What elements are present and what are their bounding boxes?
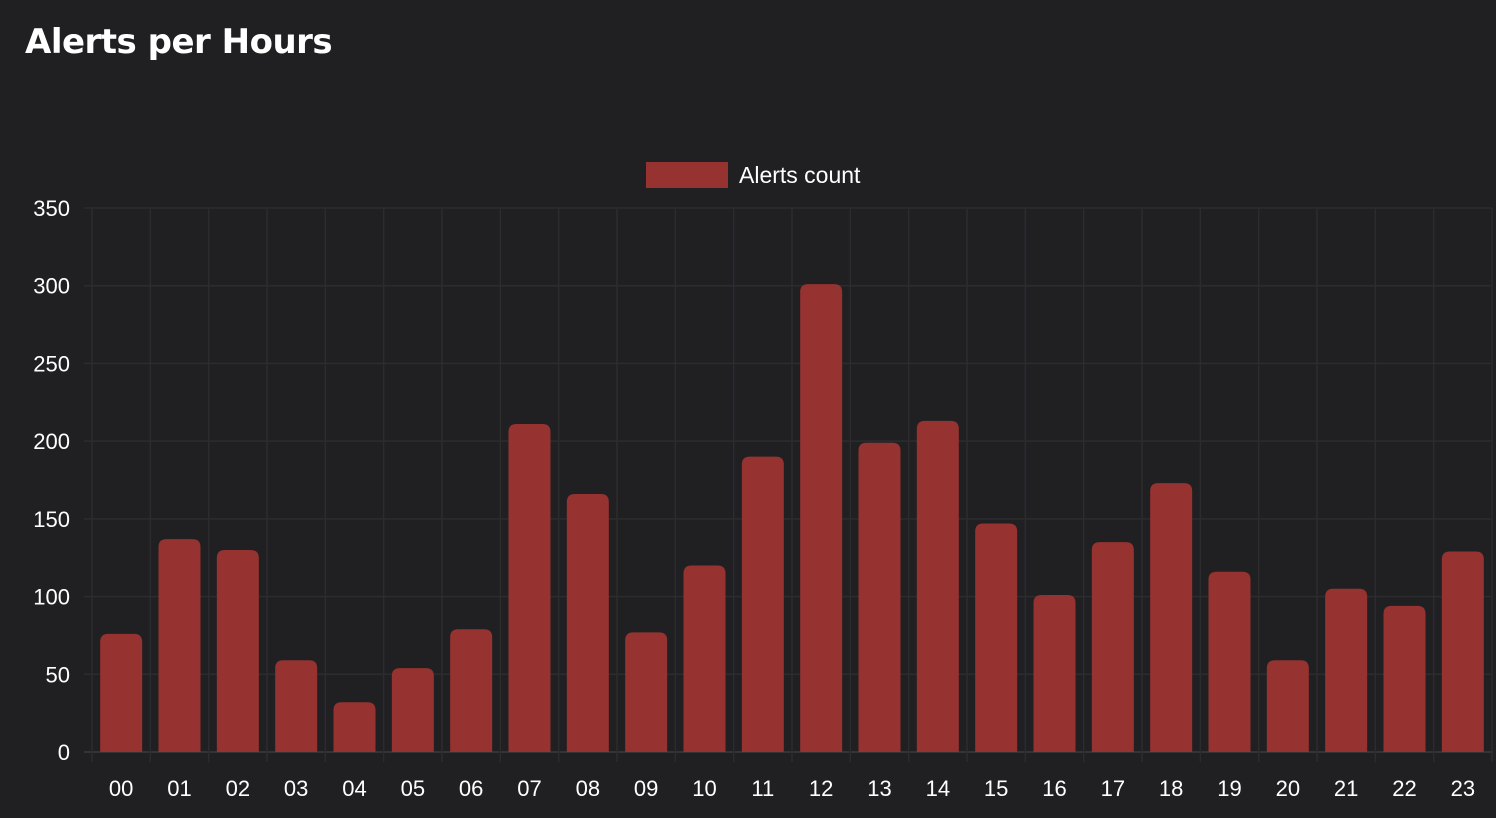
panel-title: Alerts per Hours	[25, 22, 333, 62]
y-tick-label: 150	[33, 507, 70, 532]
x-tick-label: 11	[751, 776, 774, 801]
x-tick-label: 19	[1217, 776, 1241, 801]
x-tick-label: 05	[401, 776, 425, 801]
x-tick-label: 07	[517, 776, 541, 801]
x-tick-label: 18	[1159, 776, 1183, 801]
x-tick-label: 20	[1276, 776, 1300, 801]
bar-hour-22[interactable]	[1383, 605, 1426, 752]
x-tick-label: 13	[867, 776, 891, 801]
bar-hour-04[interactable]	[333, 702, 376, 752]
y-tick-label: 200	[33, 429, 70, 454]
x-tick-label: 09	[634, 776, 658, 801]
bar-hour-21[interactable]	[1325, 588, 1368, 752]
y-tick-label: 350	[33, 196, 70, 221]
y-tick-label: 250	[33, 351, 70, 376]
x-tick-label: 17	[1101, 776, 1125, 801]
x-tick-label: 03	[284, 776, 308, 801]
bar-hour-09[interactable]	[625, 632, 668, 752]
x-tick-label: 08	[576, 776, 600, 801]
bar-hour-02[interactable]	[216, 549, 259, 752]
x-tick-label: 02	[226, 776, 250, 801]
x-tick-label: 22	[1392, 776, 1416, 801]
x-tick-label: 00	[109, 776, 133, 801]
x-tick-label: 06	[459, 776, 483, 801]
x-tick-label: 23	[1451, 776, 1475, 801]
bar-hour-08[interactable]	[566, 493, 609, 752]
y-tick-label: 0	[58, 740, 70, 765]
bar-hour-12[interactable]	[800, 284, 843, 752]
x-tick-label: 14	[926, 776, 950, 801]
bar-hour-23[interactable]	[1441, 551, 1484, 752]
y-tick-label: 50	[46, 662, 70, 687]
bar-hour-20[interactable]	[1266, 660, 1309, 752]
bar-hour-03[interactable]	[275, 660, 318, 752]
bar-hour-15[interactable]	[975, 523, 1018, 752]
bar-hour-01[interactable]	[158, 539, 201, 752]
legend-label-alerts-count[interactable]: Alerts count	[739, 162, 861, 188]
legend-swatch-alerts-count[interactable]	[646, 162, 728, 188]
y-tick-label: 100	[33, 585, 70, 610]
bars	[100, 284, 1484, 752]
bar-hour-13[interactable]	[858, 442, 901, 752]
x-tick-label: 21	[1334, 776, 1358, 801]
y-axis: 0 50 100 150 200 250 300 350	[33, 196, 70, 765]
x-tick-label: 04	[342, 776, 366, 801]
bar-hour-07[interactable]	[508, 424, 551, 752]
bar-hour-14[interactable]	[916, 420, 959, 752]
x-axis: 00 01 02 03 04 05 06 07 08 09 10 11 12 13 14 15 16 17 18 19…	[109, 776, 1475, 801]
y-tick-label: 300	[33, 274, 70, 299]
bar-hour-10[interactable]	[683, 565, 726, 752]
x-tick-label: 16	[1042, 776, 1066, 801]
bar-hour-19[interactable]	[1208, 571, 1251, 752]
bar-hour-11[interactable]	[741, 456, 784, 752]
legend[interactable]: Alerts count	[646, 162, 861, 188]
x-tick-label: 15	[984, 776, 1008, 801]
x-tick-label: 10	[692, 776, 716, 801]
chart-grid	[84, 207, 1493, 762]
x-tick-label: 01	[167, 776, 191, 801]
bar-hour-18[interactable]	[1150, 483, 1193, 752]
bar-hour-16[interactable]	[1033, 595, 1076, 752]
bar-hour-05[interactable]	[391, 668, 434, 752]
x-tick-label: 12	[809, 776, 833, 801]
bar-hour-17[interactable]	[1091, 542, 1134, 752]
bar-hour-06[interactable]	[450, 629, 493, 752]
bar-hour-00[interactable]	[100, 633, 143, 752]
